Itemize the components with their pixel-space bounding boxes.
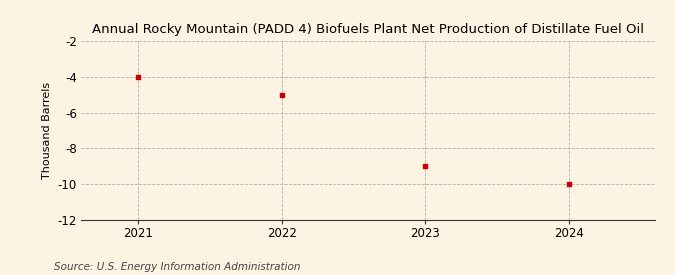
Point [277, 93, 288, 97]
Title: Annual Rocky Mountain (PADD 4) Biofuels Plant Net Production of Distillate Fuel : Annual Rocky Mountain (PADD 4) Biofuels … [92, 23, 644, 36]
Text: Source: U.S. Energy Information Administration: Source: U.S. Energy Information Administ… [54, 262, 300, 272]
Y-axis label: Thousand Barrels: Thousand Barrels [42, 82, 52, 179]
Point [420, 164, 431, 169]
Point [563, 182, 574, 186]
Point [133, 75, 144, 79]
